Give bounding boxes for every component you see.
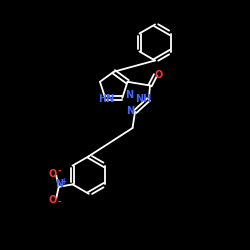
Text: -: - (58, 167, 61, 176)
Text: NH: NH (135, 94, 152, 104)
Text: +: + (60, 177, 66, 186)
Text: HN: HN (98, 94, 114, 104)
Text: -: - (58, 198, 61, 206)
Text: O: O (49, 169, 57, 178)
Text: N: N (126, 106, 134, 116)
Text: N: N (125, 90, 133, 101)
Text: O: O (49, 195, 57, 205)
Text: O: O (154, 70, 163, 80)
Text: N: N (56, 180, 64, 190)
